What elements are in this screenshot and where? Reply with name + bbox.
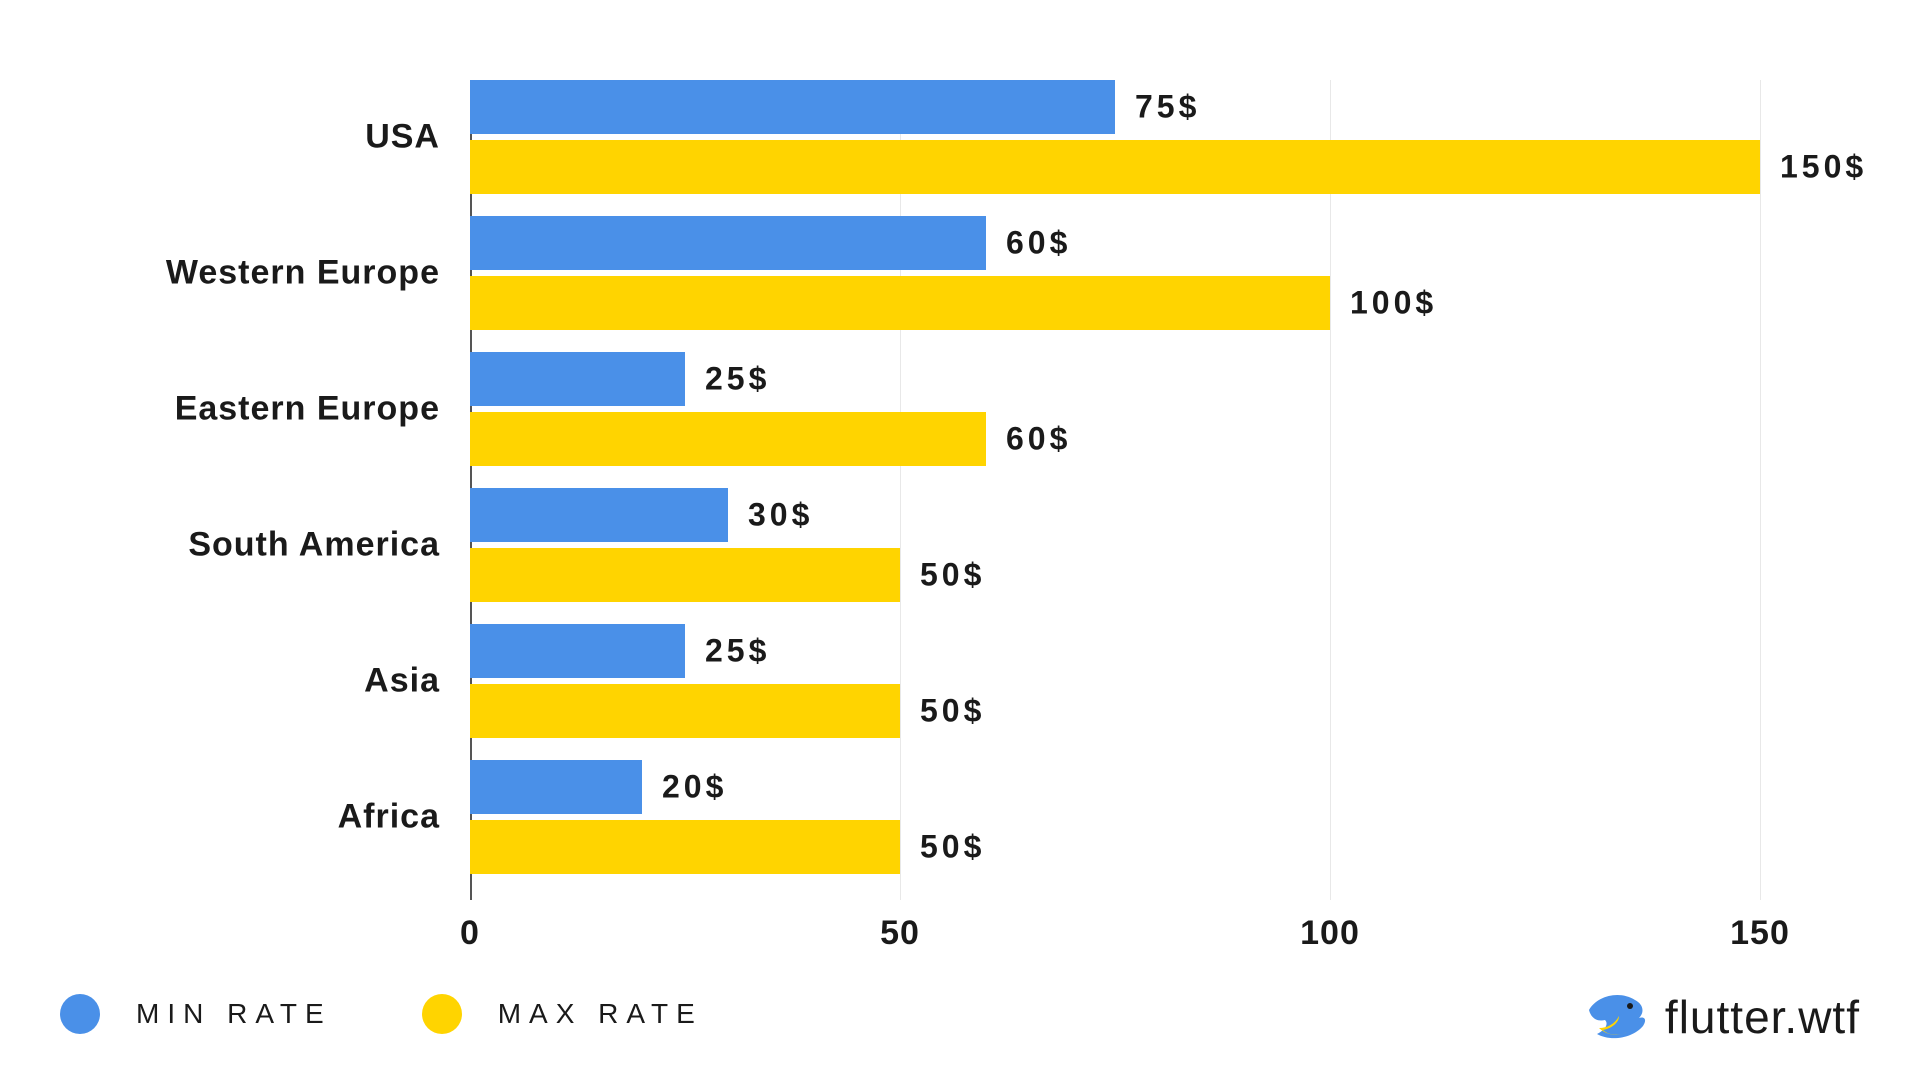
bar-value-label: 50$ [920, 829, 985, 866]
bar-value-label: 30$ [748, 497, 813, 534]
bar-min: 60$ [470, 216, 986, 270]
legend-label-min: MIN RATE [136, 998, 332, 1030]
bar-value-label: 100$ [1350, 285, 1437, 322]
bar-value-label: 150$ [1780, 149, 1867, 186]
bar-value-label: 25$ [705, 361, 770, 398]
category-group: Africa20$50$ [470, 760, 1760, 874]
bar-max: 100$ [470, 276, 1330, 330]
category-label: South America [188, 526, 440, 565]
category-group: Eastern Europe25$60$ [470, 352, 1760, 466]
bar-min: 75$ [470, 80, 1115, 134]
x-tick-label: 0 [460, 914, 480, 953]
plot-area: 050100150USA75$150$Western Europe60$100$… [470, 80, 1760, 900]
bar-value-label: 20$ [662, 769, 727, 806]
x-tick-label: 50 [880, 914, 920, 953]
bar-value-label: 60$ [1006, 225, 1071, 262]
x-tick-label: 150 [1730, 914, 1790, 953]
legend-swatch-min [60, 994, 100, 1034]
bar-min: 20$ [470, 760, 642, 814]
bar-max: 50$ [470, 548, 900, 602]
bar-min: 30$ [470, 488, 728, 542]
bar-min: 25$ [470, 352, 685, 406]
bar-min: 25$ [470, 624, 685, 678]
bar-value-label: 75$ [1135, 89, 1200, 126]
bar-max: 150$ [470, 140, 1760, 194]
bar-value-label: 50$ [920, 557, 985, 594]
category-label: Asia [364, 662, 440, 701]
x-tick-label: 100 [1300, 914, 1360, 953]
rate-chart: 0 50 100 150 USA 75$ 150$ Western Europe 60$ 100$… [0, 0, 1920, 1080]
category-group: USA75$150$ [470, 80, 1760, 194]
bar-max: 50$ [470, 684, 900, 738]
category-label: USA [365, 118, 440, 157]
brand-text: flutter.wtf [1665, 990, 1860, 1044]
bar-max: 60$ [470, 412, 986, 466]
legend-item-max: MAX RATE [422, 994, 703, 1034]
category-label: Western Europe [166, 254, 440, 293]
category-label: Africa [338, 798, 440, 837]
category-label: Eastern Europe [175, 390, 440, 429]
category-group: South America30$50$ [470, 488, 1760, 602]
bar-value-label: 25$ [705, 633, 770, 670]
brand-bird-icon [1583, 990, 1647, 1044]
legend-item-min: MIN RATE [60, 994, 332, 1034]
legend-label-max: MAX RATE [498, 998, 703, 1030]
bar-value-label: 60$ [1006, 421, 1071, 458]
category-group: Western Europe60$100$ [470, 216, 1760, 330]
category-group: Asia25$50$ [470, 624, 1760, 738]
legend-swatch-max [422, 994, 462, 1034]
bar-max: 50$ [470, 820, 900, 874]
gridline [1760, 80, 1761, 900]
chart-legend: MIN RATE MAX RATE [60, 994, 703, 1034]
brand: flutter.wtf [1583, 990, 1860, 1044]
bar-value-label: 50$ [920, 693, 985, 730]
